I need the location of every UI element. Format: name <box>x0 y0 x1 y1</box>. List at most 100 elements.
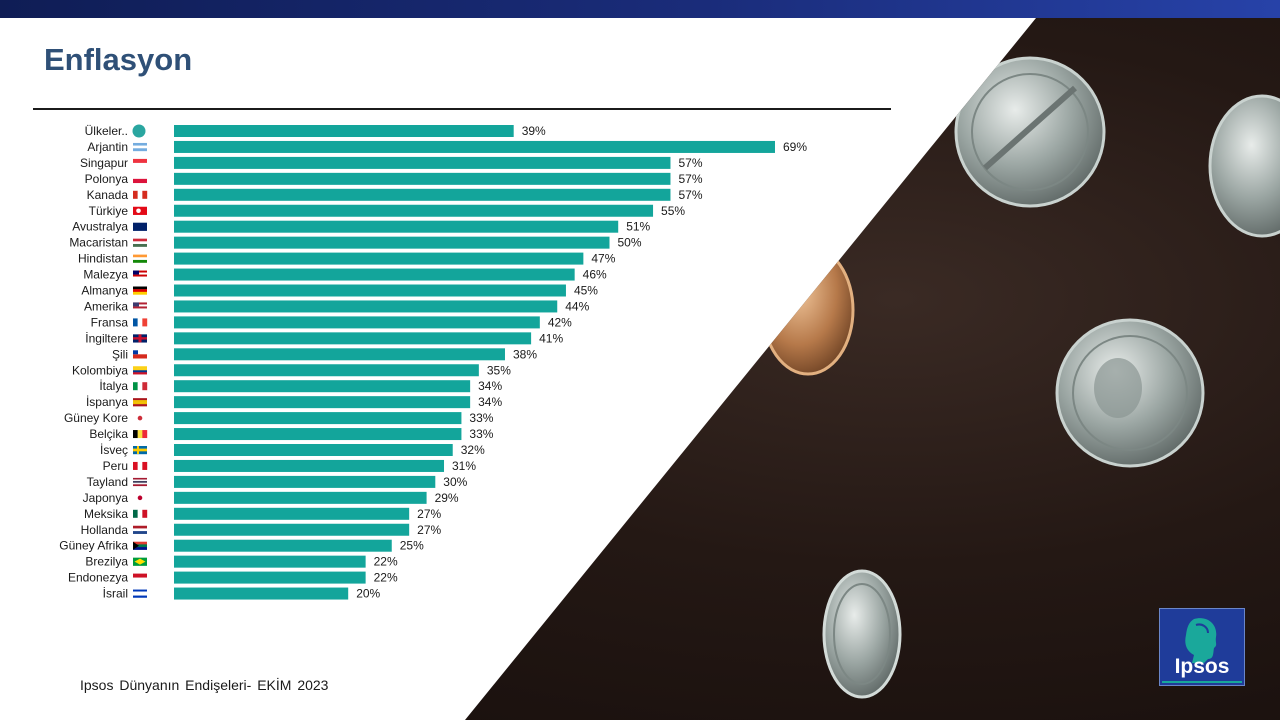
value-label: 30% <box>443 475 467 489</box>
bar <box>174 140 775 153</box>
category-label: İngiltere <box>85 331 128 345</box>
value-label: 29% <box>435 491 459 505</box>
category-label: Belçika <box>89 427 128 441</box>
category-label: İsrail <box>103 587 128 601</box>
flag-spain-icon <box>133 398 147 407</box>
category-label: Kolombiya <box>72 363 128 377</box>
category-label: Güney Afrika <box>59 539 128 553</box>
flag-chile-icon <box>133 350 147 359</box>
category-label: Brezilya <box>85 555 128 569</box>
flag-israel-icon <box>133 589 147 598</box>
flag-canada-icon <box>133 190 148 199</box>
source-note: Ipsos Dünyanın Endişeleri- EKİM 2023 <box>80 677 329 693</box>
ipsos-logo: Ipsos <box>1159 608 1245 686</box>
flag-thailand-icon <box>133 477 147 487</box>
flag-hungary-icon <box>133 238 147 247</box>
flag-colombia-icon <box>133 366 147 375</box>
bar <box>174 236 610 249</box>
category-label: Amerika <box>84 299 128 313</box>
category-label: İspanya <box>86 395 128 409</box>
coin-bottom <box>822 569 902 699</box>
value-label: 69% <box>783 140 807 154</box>
flag-malaysia-icon-canton <box>133 270 139 275</box>
category-label: Singapur <box>80 156 128 170</box>
value-label: 34% <box>478 379 502 393</box>
flag-italy-icon <box>133 382 148 391</box>
value-label: 57% <box>678 172 702 186</box>
flag-south-korea-icon-dot <box>137 415 143 421</box>
bar <box>174 172 671 185</box>
flag-netherlands-icon <box>133 525 147 534</box>
flag-malaysia-icon <box>133 270 147 279</box>
bar <box>174 300 558 313</box>
category-label: Avustralya <box>72 220 128 234</box>
bar <box>174 316 540 329</box>
bar <box>174 284 566 297</box>
flag-poland-icon <box>133 174 147 184</box>
logo-head-icon <box>1185 618 1217 663</box>
category-label: Hindistan <box>78 252 128 266</box>
flag-brazil-icon-rhombus <box>134 558 146 565</box>
title-divider <box>33 108 891 110</box>
category-label: Hollanda <box>81 523 129 537</box>
value-label: 27% <box>417 523 441 537</box>
flag-argentina-icon <box>133 142 147 152</box>
bar <box>174 444 453 456</box>
bar <box>174 348 505 361</box>
flag-uk-icon-cross-h <box>133 337 147 340</box>
flag-germany-icon <box>133 286 147 295</box>
bar <box>174 523 410 536</box>
value-label: 35% <box>487 363 511 377</box>
bar <box>174 125 514 137</box>
flag-south-africa-icon <box>133 541 147 550</box>
value-label: 32% <box>461 443 485 457</box>
page-title: Enflasyon <box>44 42 193 77</box>
category-label: Ülkeler.. <box>85 124 128 138</box>
flag-south-africa-icon-triangle <box>133 541 139 550</box>
flag-india-icon <box>133 254 147 263</box>
value-label: 57% <box>678 188 702 202</box>
value-label: 45% <box>574 284 598 298</box>
value-label: 39% <box>522 124 546 138</box>
bar <box>174 204 654 217</box>
logo-text: Ipsos <box>1174 655 1230 678</box>
category-label: Almanya <box>81 284 128 298</box>
bar <box>174 188 671 201</box>
flag-australia-icon <box>133 222 147 231</box>
flag-japan-icon-dot <box>137 495 143 501</box>
bar <box>174 428 462 441</box>
value-label: 27% <box>417 507 441 521</box>
category-label: Şili <box>112 347 128 361</box>
bar <box>174 220 619 233</box>
value-label: 20% <box>356 587 380 601</box>
category-label: Polonya <box>85 172 129 186</box>
bar <box>174 507 410 520</box>
bar <box>174 571 366 584</box>
category-label: İtalya <box>99 379 128 393</box>
category-label: İsveç <box>100 443 128 457</box>
bar <box>174 587 349 600</box>
bar <box>174 268 575 281</box>
value-label: 33% <box>469 411 493 425</box>
value-label: 33% <box>469 427 493 441</box>
category-label: Kanada <box>87 188 129 202</box>
flag-chile-icon-canton <box>133 350 138 355</box>
category-label: Güney Kore <box>64 411 128 425</box>
value-label: 34% <box>478 395 502 409</box>
category-label: Macaristan <box>69 236 128 250</box>
value-label: 38% <box>513 347 537 361</box>
bar <box>174 364 479 377</box>
bar <box>174 252 584 265</box>
category-label: Arjantin <box>87 140 128 154</box>
coin-right-edge <box>1208 94 1280 238</box>
flag-usa-icon <box>133 302 147 311</box>
flag-indonesia-icon <box>133 573 147 582</box>
flag-singapore-icon <box>133 158 147 168</box>
bar <box>174 412 462 425</box>
value-label: 31% <box>452 459 476 473</box>
category-label: Japonya <box>83 491 129 505</box>
value-label: 22% <box>374 555 398 569</box>
bar <box>174 332 532 345</box>
bar <box>174 491 427 504</box>
coin-middle <box>1055 318 1205 468</box>
